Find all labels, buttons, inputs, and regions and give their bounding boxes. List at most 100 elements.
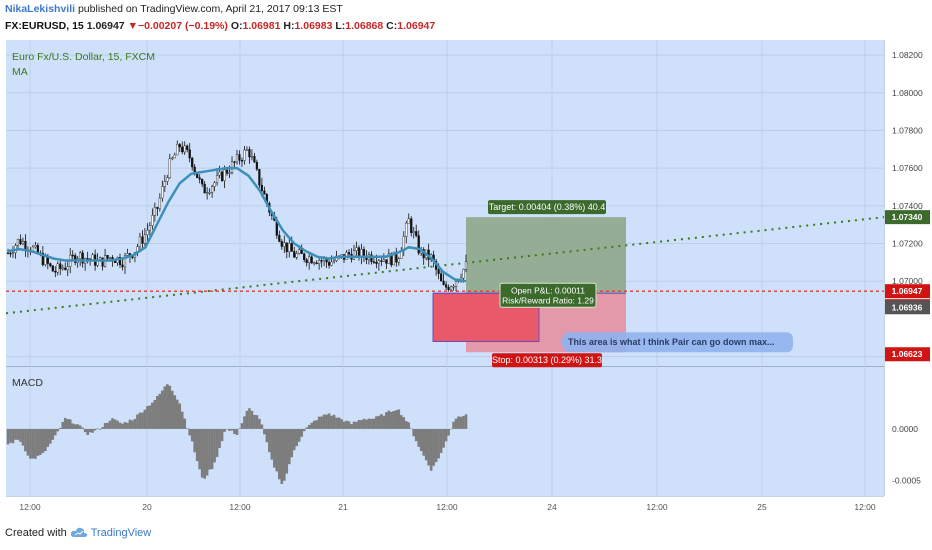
macd-bar: [270, 428, 274, 460]
candle-body: [81, 252, 84, 264]
candle-body: [315, 262, 318, 264]
macd-bar: [347, 421, 351, 429]
author-link[interactable]: NikaLekishvili: [5, 3, 76, 15]
macd-bar: [123, 422, 127, 429]
macd-bar: [168, 385, 172, 429]
candle-body: [143, 234, 147, 244]
macd-bar: [372, 418, 376, 429]
candle-body: [176, 144, 179, 156]
price-axis[interactable]: [884, 40, 930, 496]
target-zone[interactable]: [466, 217, 626, 294]
y-tick-label: 1.07400: [892, 201, 923, 211]
candle-body: [278, 235, 281, 242]
stop-price-tag-bg: [885, 347, 930, 362]
low-label: L:: [335, 20, 346, 32]
macd-bar: [220, 428, 224, 442]
macd-bar: [417, 428, 421, 447]
candle-body: [181, 146, 184, 153]
macd-bar: [73, 424, 77, 429]
macd-bar: [9, 428, 12, 443]
macd-bar: [385, 412, 388, 429]
macd-bar: [111, 418, 114, 429]
macd-bar: [332, 414, 336, 429]
macd-bar: [151, 402, 154, 429]
candle-body: [146, 230, 149, 236]
candle-body: [407, 218, 410, 224]
macd-bar: [173, 395, 177, 429]
x-tick-label: 21: [338, 502, 348, 512]
candle-body: [186, 145, 189, 150]
macd-bar: [297, 428, 301, 442]
macd-bar: [395, 410, 398, 429]
macd-bar: [302, 428, 306, 432]
macd-bar: [367, 418, 371, 429]
candle-body: [440, 273, 443, 282]
candle-body: [191, 157, 194, 168]
macd-bar: [462, 416, 465, 429]
macd-bar: [320, 416, 323, 429]
candle-body: [188, 149, 191, 159]
ma-legend[interactable]: MA: [12, 66, 28, 78]
tradingview-brand-link[interactable]: TradingView: [90, 527, 152, 539]
trend-line[interactable]: [5, 216, 885, 315]
macd-bar: [163, 386, 167, 429]
time-axis[interactable]: [6, 496, 884, 516]
macd-legend[interactable]: MACD: [12, 377, 43, 389]
candle-body: [385, 259, 388, 264]
macd-bar: [29, 428, 32, 459]
macd-bar: [245, 410, 249, 429]
candle-body: [54, 271, 57, 273]
macd-bar: [362, 418, 366, 429]
macd-bar: [459, 416, 463, 429]
macd-bar: [156, 396, 159, 429]
annotation-callout[interactable]: This area is what I think Pair can go do…: [560, 332, 793, 353]
macd-bar: [34, 428, 37, 459]
footer: Created with TradingView: [5, 527, 151, 539]
candle-body: [238, 154, 241, 161]
published-text: published on TradingView.com, April 21, …: [77, 3, 343, 15]
stop-label[interactable]: Stop: 0.00313 (0.29%) 31.3: [492, 353, 602, 368]
macd-bar: [41, 428, 45, 453]
macd-bar: [218, 428, 221, 449]
macd-bar: [200, 428, 204, 478]
macd-bar: [56, 428, 60, 432]
macd-bar: [454, 418, 458, 429]
macd-bar: [404, 421, 408, 429]
macd-bar: [447, 428, 450, 436]
macd-bar: [412, 428, 416, 437]
macd-bar: [258, 418, 261, 429]
macd-bar: [108, 420, 112, 429]
chart-title: Euro Fx/U.S. Dollar, 15, FXCM: [12, 51, 155, 63]
candle-body: [11, 252, 15, 254]
macd-bar: [312, 420, 316, 429]
candle-body: [86, 258, 89, 260]
macd-bar: [36, 428, 40, 456]
macd-bar: [402, 417, 406, 429]
candle-body: [193, 166, 196, 172]
macd-bar: [240, 423, 244, 429]
pl-label[interactable]: Open P&L: 0.00011 Risk/Reward Ratio: 1.2…: [499, 282, 597, 308]
macd-bar: [414, 428, 418, 442]
macd-bar: [26, 428, 30, 456]
candle-body: [462, 269, 465, 279]
candle-body: [452, 286, 455, 288]
candle-body: [171, 157, 174, 160]
macd-bar: [457, 416, 460, 429]
macd-bar: [76, 424, 79, 429]
candle-body: [412, 231, 415, 233]
candle-body: [161, 186, 164, 199]
macd-bar: [280, 428, 284, 484]
macd-bar: [287, 428, 291, 465]
macd-bar: [409, 428, 413, 430]
macd-bar: [419, 428, 423, 451]
macd-bar: [126, 422, 129, 429]
macd-bar: [16, 428, 20, 440]
macd-bar: [138, 412, 142, 429]
x-tick-label: 20: [142, 502, 152, 512]
macd-bar: [228, 428, 231, 431]
target-label[interactable]: Target: 0.00404 (0.38%) 40.4: [488, 200, 606, 215]
candle-body: [362, 249, 366, 257]
candle-body: [442, 280, 445, 285]
